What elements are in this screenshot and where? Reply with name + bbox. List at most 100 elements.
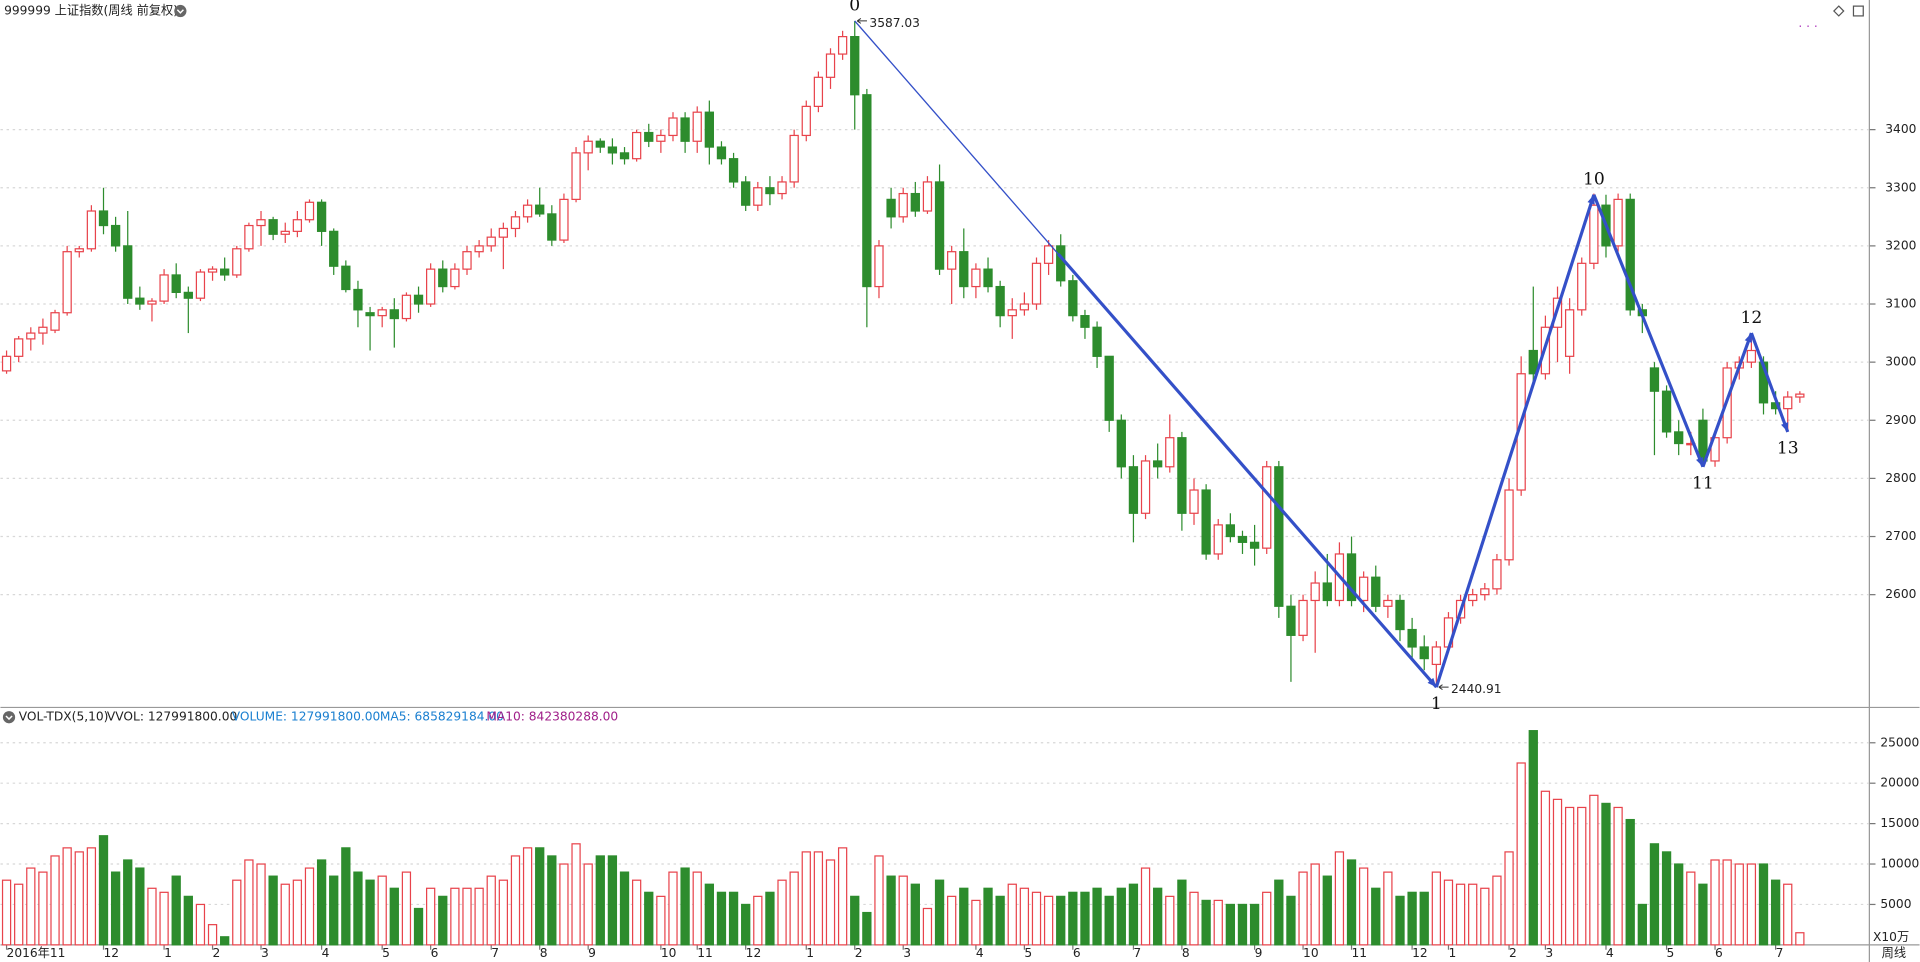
volume-bar <box>98 835 109 946</box>
volume-bar <box>983 887 993 946</box>
x-tick-label: 12 <box>1412 946 1428 960</box>
x-tick-label: 10 <box>1303 946 1319 960</box>
volume-bar <box>1358 867 1369 946</box>
volume-y-tick-label: 25000 <box>1880 735 1919 749</box>
volume-bar <box>1310 863 1320 946</box>
candle-body <box>1674 431 1684 445</box>
candle-body <box>1371 576 1381 607</box>
x-tick-label: 7 <box>491 946 499 960</box>
volume-bar <box>268 875 278 946</box>
candle-body <box>1165 437 1175 468</box>
candle-body <box>256 219 266 227</box>
candle-body <box>1201 489 1211 555</box>
volume-bar <box>1770 879 1781 946</box>
volume-bar <box>147 887 157 946</box>
candle-body <box>1153 460 1163 468</box>
volume-bar <box>716 891 727 946</box>
candle-body <box>1322 582 1332 602</box>
y-tick-label: 2800 <box>1885 471 1916 485</box>
volume-bar <box>280 883 290 946</box>
volume-bar <box>50 855 60 946</box>
volume-bar <box>862 911 872 946</box>
candle-body <box>1431 646 1442 666</box>
candle-body <box>947 251 957 270</box>
candle-body <box>777 181 787 195</box>
volume-bar <box>1431 871 1442 946</box>
x-tick-label: 3 <box>1545 946 1553 960</box>
candle-body <box>316 201 327 232</box>
volume-bar <box>159 891 169 946</box>
x-tick-label: 9 <box>1255 946 1263 960</box>
volume-bar <box>898 875 908 946</box>
volume-bar <box>535 847 545 946</box>
candle-body <box>195 271 206 299</box>
volume-bar <box>922 907 933 946</box>
candle-body <box>450 268 460 288</box>
candle-body <box>692 111 702 142</box>
x-tick-label: 3 <box>261 946 269 960</box>
volume-bar <box>886 875 896 946</box>
extreme-label: 3587.03 <box>869 16 920 30</box>
candle-body <box>110 224 121 247</box>
candle-body <box>26 332 36 340</box>
volume-bar <box>1577 806 1587 946</box>
wave-arrowhead <box>1427 677 1437 688</box>
volume-bar <box>837 847 848 946</box>
volume-bar <box>1080 891 1090 946</box>
y-tick-label: 2600 <box>1885 587 1916 601</box>
volume-bar <box>1262 891 1272 946</box>
volume-bar <box>1177 879 1187 946</box>
volume-bar <box>1298 871 1308 946</box>
candle-body <box>522 204 533 218</box>
volume-bar <box>1468 883 1478 946</box>
candle-body <box>1 355 12 372</box>
candle-body <box>1080 315 1090 328</box>
extreme-arrow <box>1438 684 1449 690</box>
title-menu[interactable] <box>174 4 187 18</box>
ma10-label: MA10: 842380288.00 <box>486 710 618 724</box>
candle-body <box>1310 582 1320 602</box>
wave-line <box>1434 194 1596 688</box>
wave-arrowhead <box>1781 422 1789 432</box>
x-tick-label: 4 <box>1606 946 1614 960</box>
candle-body <box>813 76 824 107</box>
volume-bar <box>559 863 569 946</box>
volume-bar <box>959 887 969 946</box>
candle-body <box>1358 576 1369 602</box>
candle-body <box>377 309 387 317</box>
volume-bar <box>607 855 618 946</box>
volume-menu[interactable] <box>2 711 16 724</box>
volume-bar <box>304 867 315 946</box>
volume-bar <box>1613 806 1623 946</box>
x-tick-label: 12 <box>104 946 120 960</box>
candle-body <box>850 36 860 96</box>
candle-body <box>741 181 751 206</box>
candle-body <box>1625 198 1635 311</box>
volume-bar <box>74 851 84 946</box>
candle-body <box>1140 460 1151 514</box>
candle-body <box>995 285 1005 317</box>
candle-body <box>341 265 351 291</box>
y-tick-label: 3400 <box>1885 122 1916 136</box>
candle-body <box>862 94 872 288</box>
volume-bar <box>1625 818 1635 946</box>
candle-body <box>1492 559 1502 590</box>
candle-body <box>1068 280 1078 317</box>
candle-body <box>50 312 60 331</box>
candle-body <box>280 230 290 235</box>
volume-bar <box>377 875 387 946</box>
candle-body <box>1104 355 1114 421</box>
x-tick-label: 5 <box>1024 946 1032 960</box>
window-icon[interactable] <box>1852 5 1864 17</box>
volume-bar <box>38 871 48 946</box>
volume-bar <box>26 867 36 946</box>
candle-body <box>1661 390 1672 433</box>
x-tick-label: 12 <box>746 946 762 960</box>
chart-title: 999999 上证指数(周线 前复权) <box>4 3 178 18</box>
volume-bar <box>910 883 920 946</box>
diamond-icon[interactable] <box>1833 5 1845 17</box>
volume-bar <box>595 855 605 946</box>
volume-bar <box>1504 851 1514 946</box>
candle-body <box>1237 535 1248 543</box>
candle-body <box>971 268 981 288</box>
